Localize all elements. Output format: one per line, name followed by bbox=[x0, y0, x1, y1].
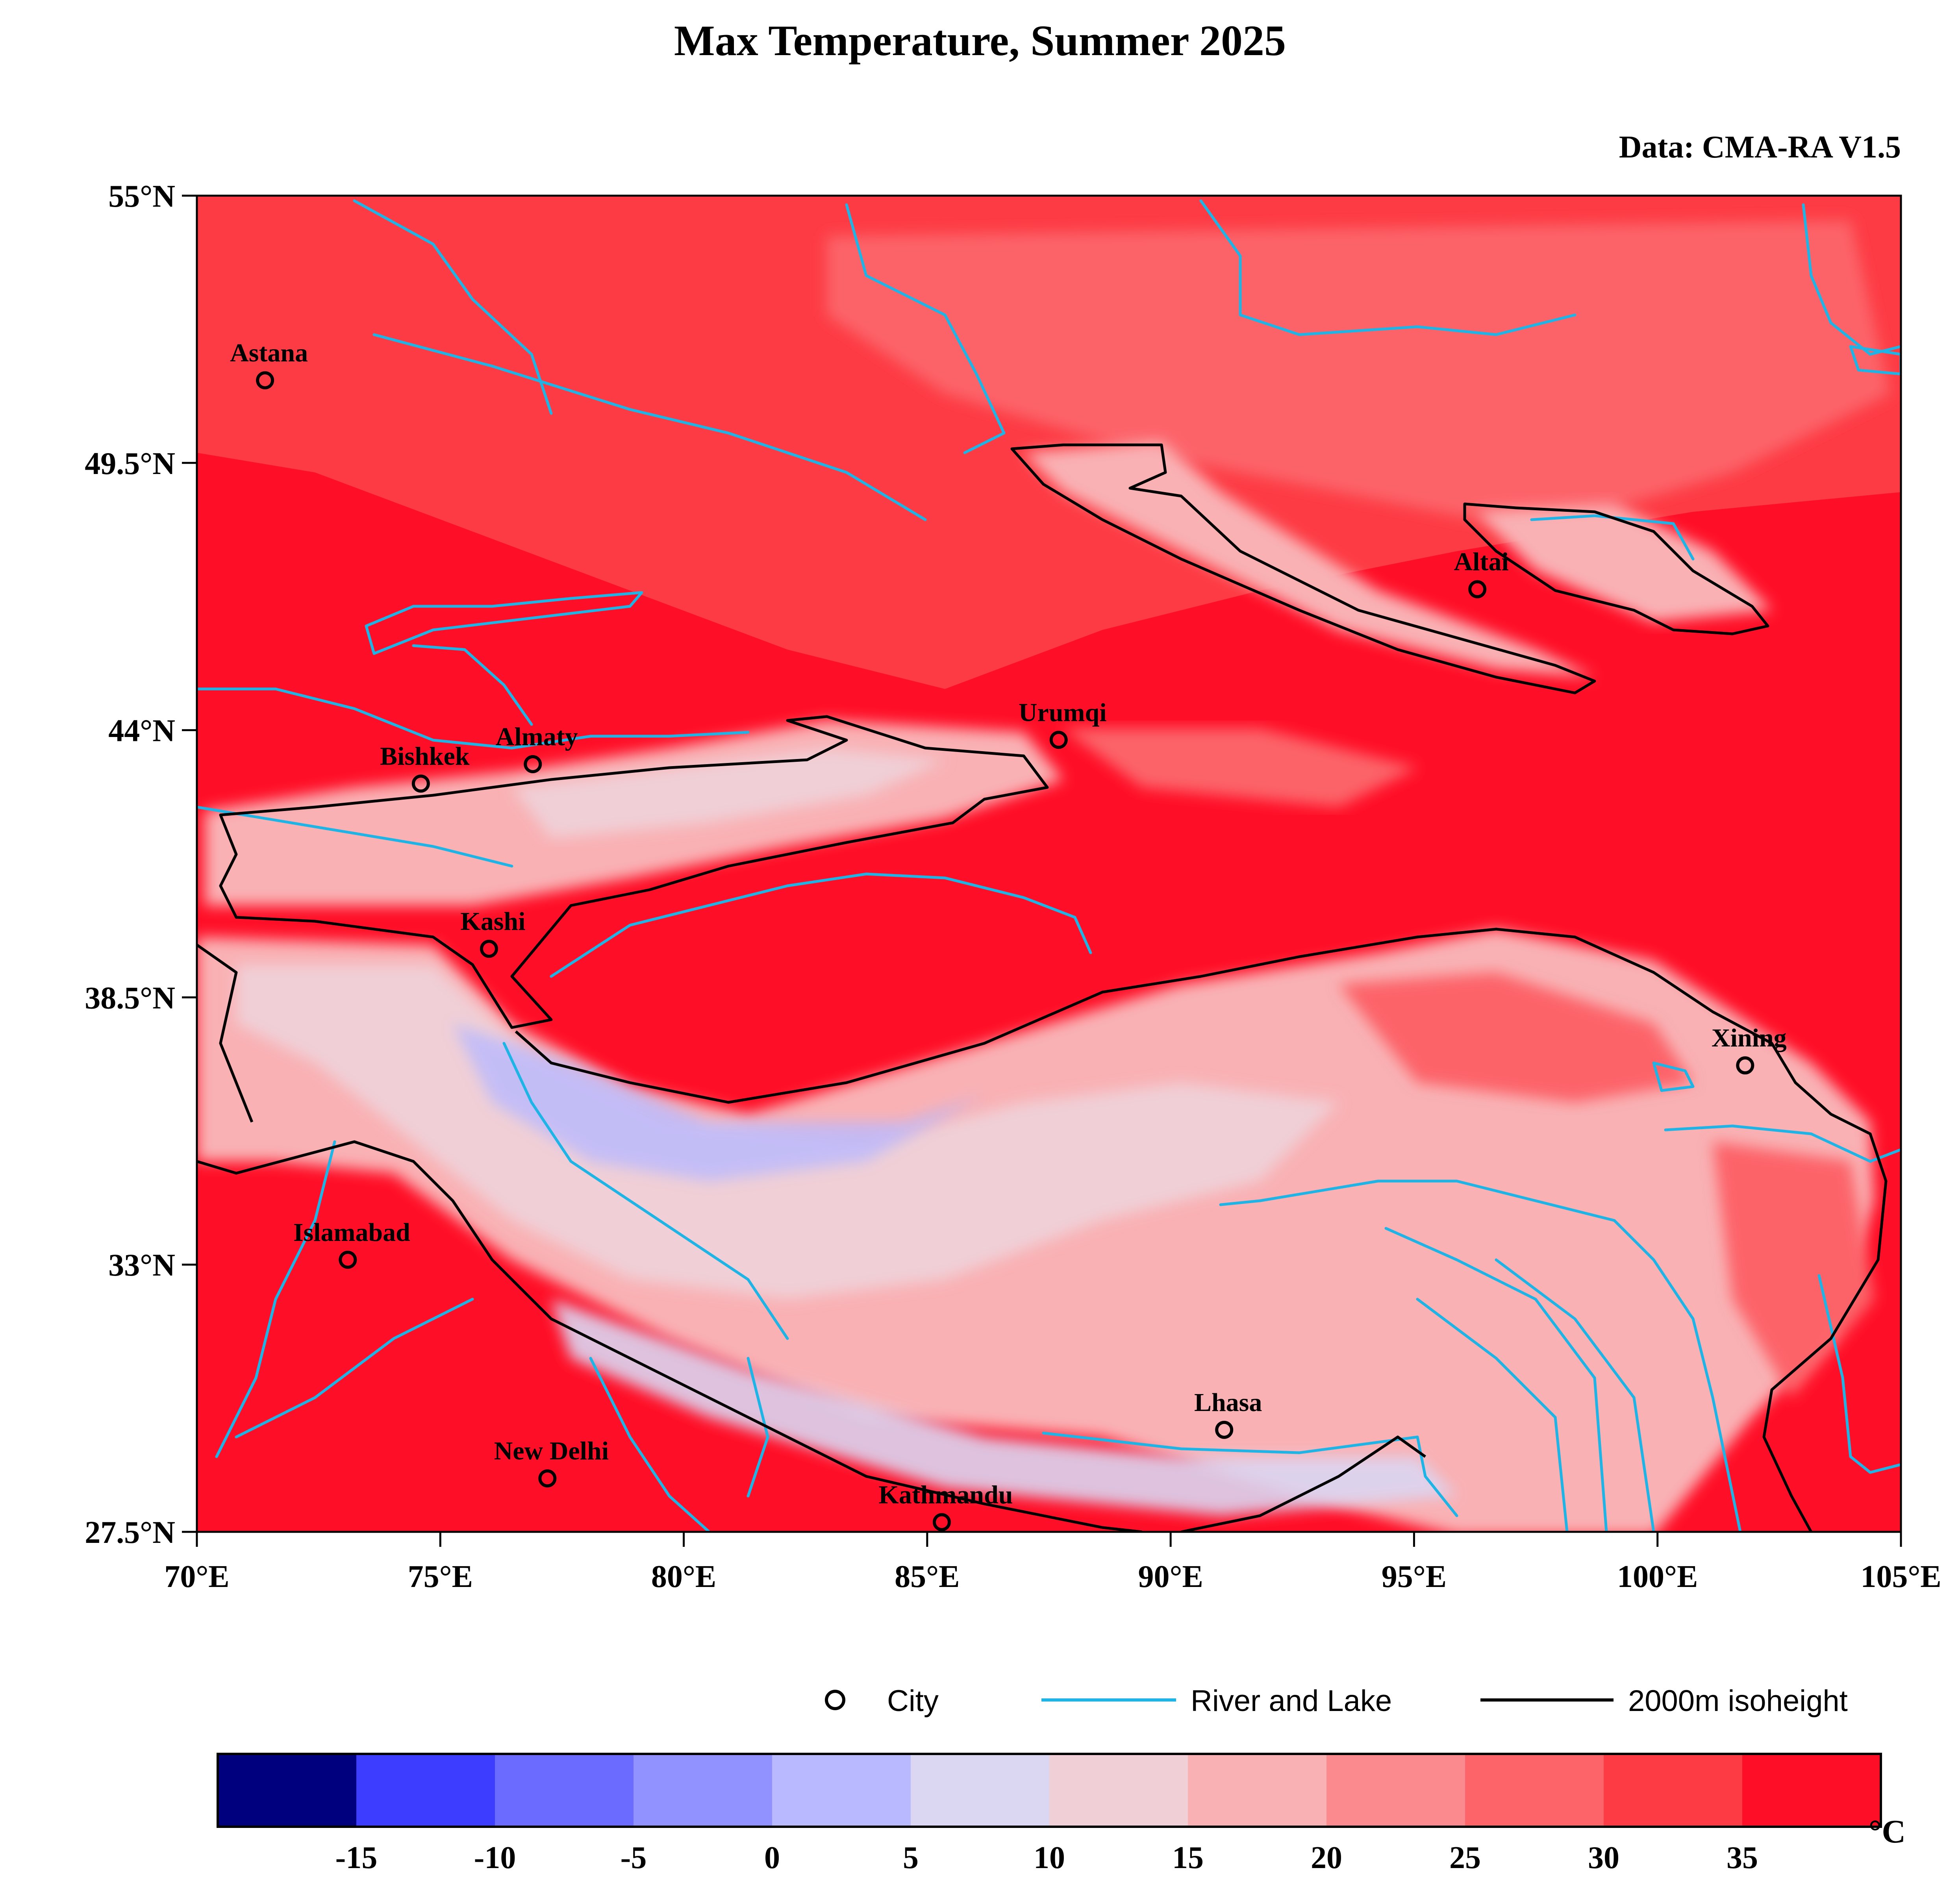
colorbar-label: 10 bbox=[1034, 1841, 1065, 1875]
city-marker bbox=[932, 1513, 951, 1531]
colorbar: -15 -10 -5 0 5 10 15 20 25 30 35 bbox=[217, 1753, 1882, 1875]
colorbar-swatch bbox=[911, 1754, 1050, 1827]
tarim-basin bbox=[512, 874, 1083, 1102]
colorbar-label: 5 bbox=[903, 1841, 919, 1875]
colorbar-swatch bbox=[1604, 1754, 1743, 1827]
colorbar-unit: °C bbox=[1869, 1813, 1906, 1850]
city-marker bbox=[1736, 1056, 1754, 1075]
city-marker bbox=[480, 939, 498, 958]
colorbar-label: -15 bbox=[335, 1841, 378, 1875]
city-label: Almaty bbox=[496, 722, 578, 751]
map-title: Max Temperature, Summer 2025 bbox=[674, 17, 1286, 65]
colorbar-swatch bbox=[356, 1754, 495, 1827]
colorbar-swatch bbox=[1465, 1754, 1604, 1827]
colorbar-swatch bbox=[1326, 1754, 1465, 1827]
lon-tick-label: 95°E bbox=[1382, 1559, 1447, 1594]
colorbar-label: 25 bbox=[1449, 1841, 1481, 1875]
colorbar-swatch bbox=[218, 1754, 357, 1827]
city-label: Bishkek bbox=[380, 742, 470, 770]
qaidam-warm bbox=[1339, 972, 1693, 1102]
city-label: Lhasa bbox=[1194, 1388, 1262, 1417]
plateau-coldest-spots bbox=[453, 1024, 984, 1181]
city-marker bbox=[256, 371, 274, 389]
city-marker bbox=[1468, 580, 1487, 598]
cool-region-altai-east bbox=[1476, 504, 1772, 622]
colorbar-label: 15 bbox=[1172, 1841, 1204, 1875]
city-label: Astana bbox=[230, 339, 308, 367]
colorbar-swatch bbox=[1188, 1754, 1327, 1827]
city-label: Kathmandu bbox=[878, 1480, 1013, 1509]
lat-tick-label: 38.5°N bbox=[85, 981, 175, 1015]
city-label: Xining bbox=[1712, 1024, 1787, 1052]
lon-tick-label: 80°E bbox=[651, 1559, 716, 1594]
colorbar-label: 30 bbox=[1588, 1841, 1619, 1875]
isoheight-2000m bbox=[197, 443, 1888, 1532]
colorbar-label: 0 bbox=[764, 1841, 780, 1875]
lon-tick-label: 100°E bbox=[1617, 1559, 1698, 1594]
lon-tick-label: 105°E bbox=[1860, 1559, 1941, 1594]
lat-tick-label: 27.5°N bbox=[85, 1515, 175, 1550]
city-label: Altai bbox=[1454, 548, 1509, 576]
colorbar-swatch bbox=[772, 1754, 911, 1827]
south-slope-cold bbox=[551, 1299, 1457, 1516]
colorbar-swatch bbox=[1742, 1754, 1881, 1827]
rivers-and-lakes bbox=[197, 199, 1901, 1532]
city-marker bbox=[1215, 1420, 1234, 1439]
city-marker bbox=[1049, 731, 1068, 749]
mild-region-north bbox=[827, 220, 1890, 531]
city-marker bbox=[538, 1469, 557, 1488]
map-frame bbox=[196, 194, 1902, 1533]
data-source: Data: CMA-RA V1.5 bbox=[1619, 130, 1901, 165]
tianshan-east-band bbox=[1063, 728, 1417, 807]
city-marker bbox=[524, 755, 542, 773]
lat-tick-label: 33°N bbox=[108, 1248, 175, 1283]
cool-region-altai bbox=[1024, 441, 1595, 677]
legend-isoheight-label: 2000m isoheight bbox=[1628, 1684, 1848, 1718]
legend-city-label: City bbox=[887, 1684, 939, 1718]
colorbar-label: -5 bbox=[621, 1841, 647, 1875]
legend: City River and Lake 2000m isoheight bbox=[825, 1684, 1848, 1718]
lon-tick-label: 75°E bbox=[408, 1559, 473, 1594]
cities: Astana Bishkek Almaty Urumqi Altai Kashi Xinin… bbox=[230, 339, 1787, 1531]
lon-tick-label: 90°E bbox=[1138, 1559, 1203, 1594]
city-label: Kashi bbox=[460, 907, 525, 936]
colorbar-swatch bbox=[495, 1754, 634, 1827]
colorbar-swatch bbox=[1049, 1754, 1188, 1827]
latitude-axis: 55°N 49.5°N 44°N 38.5°N 33°N 27.5°N bbox=[85, 179, 197, 1550]
lon-tick-label: 70°E bbox=[164, 1559, 229, 1594]
legend-river-label: River and Lake bbox=[1191, 1684, 1392, 1718]
tianshan-cold-spots bbox=[512, 748, 945, 839]
lat-tick-label: 49.5°N bbox=[85, 446, 175, 481]
map-area: Astana Bishkek Almaty Urumqi Altai Kashi Xinin… bbox=[197, 196, 1901, 1532]
city-label: Islamabad bbox=[293, 1218, 410, 1247]
city-marker bbox=[339, 1250, 357, 1269]
lat-tick-label: 55°N bbox=[108, 179, 175, 214]
colorbar-label: -10 bbox=[474, 1841, 516, 1875]
city-label: Urumqi bbox=[1019, 698, 1107, 727]
colorbar-label: 20 bbox=[1311, 1841, 1342, 1875]
city-marker bbox=[411, 774, 430, 793]
colorbar-label: 35 bbox=[1727, 1841, 1758, 1875]
lon-tick-label: 85°E bbox=[895, 1559, 960, 1594]
lat-tick-label: 44°N bbox=[108, 714, 175, 748]
colorbar-swatch bbox=[634, 1754, 773, 1827]
city-legend-icon bbox=[825, 1690, 845, 1710]
city-label: New Delhi bbox=[494, 1437, 609, 1465]
longitude-axis: 70°E 75°E 80°E 85°E 90°E 95°E 100°E 105°E bbox=[164, 1532, 1941, 1594]
colorbar-frame bbox=[217, 1753, 1882, 1828]
